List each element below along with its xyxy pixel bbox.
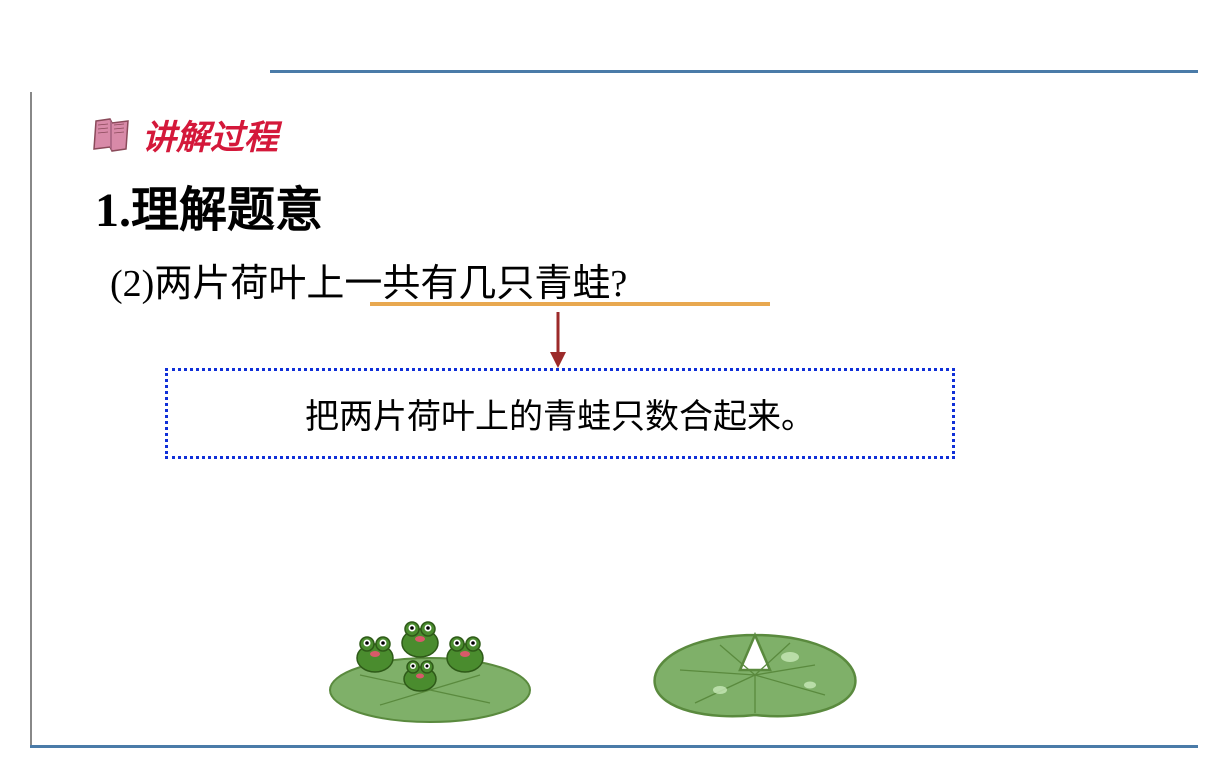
answer-text: 把两片荷叶上的青蛙只数合起来。 [305, 399, 815, 436]
question-prefix: (2) [110, 263, 154, 305]
top-horizontal-rule [270, 70, 1198, 73]
step-text: 理解题意 [131, 184, 323, 237]
lily-pad-with-frogs [320, 595, 540, 730]
step-heading: 1.理解题意 [95, 170, 323, 240]
section-title: 讲解过程 [142, 110, 278, 159]
question-text: 两片荷叶上一共有几只青蛙? [154, 263, 627, 305]
bottom-horizontal-rule [30, 745, 1198, 748]
section-header: 讲解过程 [90, 110, 278, 159]
book-icon [90, 115, 134, 155]
question-underline [370, 302, 770, 306]
lily-pad-empty [640, 615, 870, 730]
question-line: (2)两片荷叶上一共有几只青蛙? [110, 252, 627, 307]
down-arrow-icon [548, 312, 568, 373]
step-number: 1. [95, 184, 131, 237]
answer-box: 把两片荷叶上的青蛙只数合起来。 [165, 368, 955, 459]
left-vertical-rule [30, 92, 32, 748]
